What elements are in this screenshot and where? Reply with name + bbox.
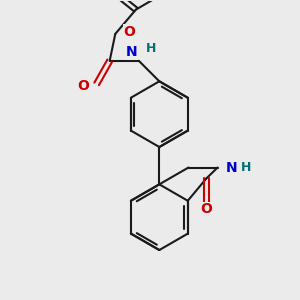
Text: N: N [125,45,137,59]
Text: O: O [200,202,212,216]
Text: H: H [146,42,156,55]
Text: O: O [124,25,135,39]
Text: N: N [226,160,237,175]
Text: H: H [241,161,251,174]
Text: O: O [77,79,89,93]
